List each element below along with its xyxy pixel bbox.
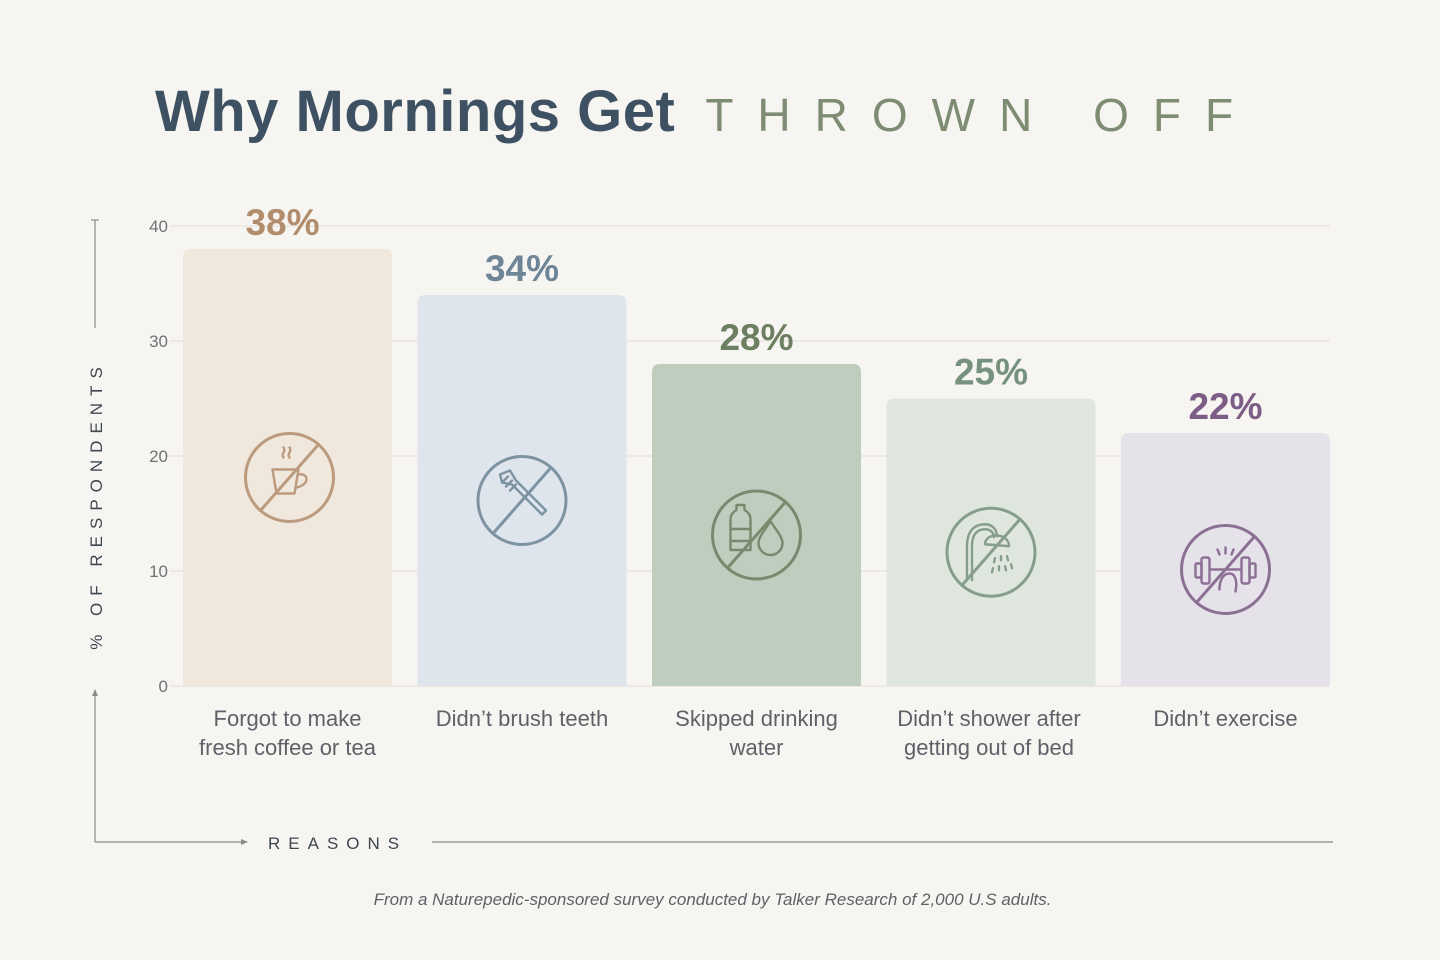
bar-group: 38% — [183, 202, 392, 686]
x-axis-label: REASONS — [268, 834, 407, 853]
category-label: Skipped drinking water — [675, 706, 838, 760]
bar-group: 25% — [886, 352, 1096, 686]
no-shower-icon — [945, 506, 1037, 598]
footnote: From a Naturepedic-sponsored survey cond… — [373, 890, 1052, 909]
data-label: 38% — [245, 202, 319, 243]
y-axis-label: % OF RESPONDENTS — [87, 360, 106, 650]
bar-group: 28% — [652, 317, 861, 686]
bar — [183, 249, 392, 686]
no-coffee-icon — [244, 432, 335, 523]
y-tick-label: 20 — [149, 447, 168, 466]
chart-title: Why Mornings Get THROWN OFF — [155, 78, 1257, 145]
category-label: Forgot to make fresh coffee or tea — [199, 706, 376, 760]
no-dumbbell-icon — [1180, 524, 1271, 615]
title-accent: THROWN OFF — [705, 89, 1258, 141]
no-water-bottle-icon — [711, 489, 802, 581]
y-axis-arrow — [92, 689, 98, 696]
y-tick-label: 30 — [149, 332, 168, 351]
y-tick-label: 0 — [159, 677, 168, 696]
bar — [652, 364, 861, 686]
title-main: Why Mornings Get — [155, 79, 676, 144]
y-tick-label: 40 — [149, 217, 168, 236]
data-label: 25% — [954, 352, 1028, 393]
bar-group: 34% — [417, 248, 627, 686]
no-toothbrush-icon — [476, 455, 568, 546]
data-label: 34% — [485, 248, 559, 289]
category-label: Didn’t brush teeth — [435, 706, 609, 731]
data-label: 28% — [719, 317, 793, 358]
bar — [417, 295, 627, 686]
category-label: Didn’t shower after getting out of bed — [897, 706, 1081, 760]
data-label: 22% — [1188, 386, 1262, 427]
x-axis-arrow — [241, 839, 248, 845]
bar-group: 22% — [1121, 386, 1330, 686]
y-tick-label: 10 — [149, 562, 168, 581]
bar — [886, 398, 1096, 686]
category-label: Didn’t exercise — [1153, 706, 1298, 731]
bar — [1121, 433, 1330, 686]
